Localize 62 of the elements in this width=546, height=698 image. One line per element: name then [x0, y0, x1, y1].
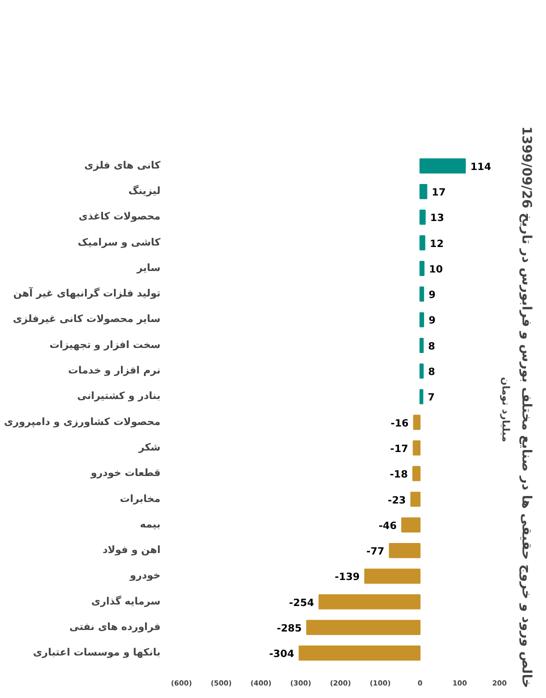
y-tick-label: محصولات کاغذی [78, 212, 161, 223]
data-label: 12 [430, 238, 444, 250]
y-tick-label: خودرو [128, 570, 161, 582]
y-tick-label: سایر محصولات کانی غیرفلزی [12, 314, 161, 326]
y-tick-label: فراورده های نفتی [69, 622, 160, 633]
data-label: 114 [470, 162, 492, 173]
bar [410, 492, 420, 507]
bar [388, 542, 420, 558]
y-tick-label: کانی های فلزی [84, 160, 161, 172]
bar [420, 158, 466, 174]
data-label: 8 [428, 367, 436, 378]
bar [420, 260, 424, 276]
y-tick-label: مخابرات [120, 494, 161, 505]
bar [420, 235, 426, 250]
data-label: 9 [428, 316, 436, 327]
bar [420, 389, 424, 404]
bar [412, 440, 420, 456]
y-tick-label: سرمایه گذاری [91, 594, 161, 608]
data-label: -46 [378, 520, 397, 532]
data-label: -18 [390, 470, 408, 481]
y-tick-label: محصولات کشاورزی و دامپروری [4, 416, 161, 428]
y-tick-label: کاشی و سرامیک [78, 237, 161, 248]
bar [420, 286, 424, 302]
bar [420, 363, 424, 379]
data-label: 9 [428, 290, 436, 302]
y-tick-label: اهن و فولاد [102, 545, 161, 556]
bar [420, 210, 426, 225]
data-label: -285 [276, 623, 302, 634]
y-tick-label: شکر [138, 442, 161, 454]
data-label: -77 [366, 546, 384, 558]
y2-axis-title: میلیارد تومان [500, 376, 510, 442]
data-label: 7 [428, 392, 435, 404]
bar [420, 312, 424, 328]
y-tick-label: نرم افزار و خدمات [68, 366, 161, 377]
text: خالص ورود و خروج حقیقی ها در صنایع مختلف بورس و فرابورس در تاریخ 1399/09/26 [518, 126, 534, 688]
y-tick-label: سایر [136, 262, 161, 274]
data-label: 17 [432, 188, 446, 199]
data-label: 10 [428, 264, 443, 276]
y-tick-label: تولید فلزات گرانبهای غیر آهن [13, 286, 161, 300]
data-label: -23 [388, 495, 406, 506]
data-label: 13 [430, 213, 444, 224]
bar [306, 620, 420, 636]
data-label: -16 [390, 418, 409, 430]
data-label: -254 [289, 598, 314, 609]
bar [364, 568, 420, 584]
y-tick-label: قطعات خودرو [90, 468, 161, 480]
bar [412, 466, 420, 482]
bar [298, 646, 420, 661]
bar [401, 517, 420, 532]
data-label: 8 [428, 341, 436, 352]
bar [413, 414, 420, 430]
y-tick-label: سخت افزار و تجهیزات [49, 340, 161, 351]
y-tick-label: بیمه [140, 519, 161, 530]
y-tick-label: لیزینگ [128, 184, 161, 198]
bar [420, 338, 424, 353]
y-tick-label: بانکها و موسسات اعتباری [33, 648, 161, 659]
data-label: -17 [390, 444, 408, 455]
data-label: -139 [334, 572, 360, 584]
data-label: -304 [269, 649, 294, 660]
bar [420, 184, 428, 200]
y-tick-label: بنادر و کشتیرانی [77, 391, 161, 402]
bar [318, 594, 420, 610]
